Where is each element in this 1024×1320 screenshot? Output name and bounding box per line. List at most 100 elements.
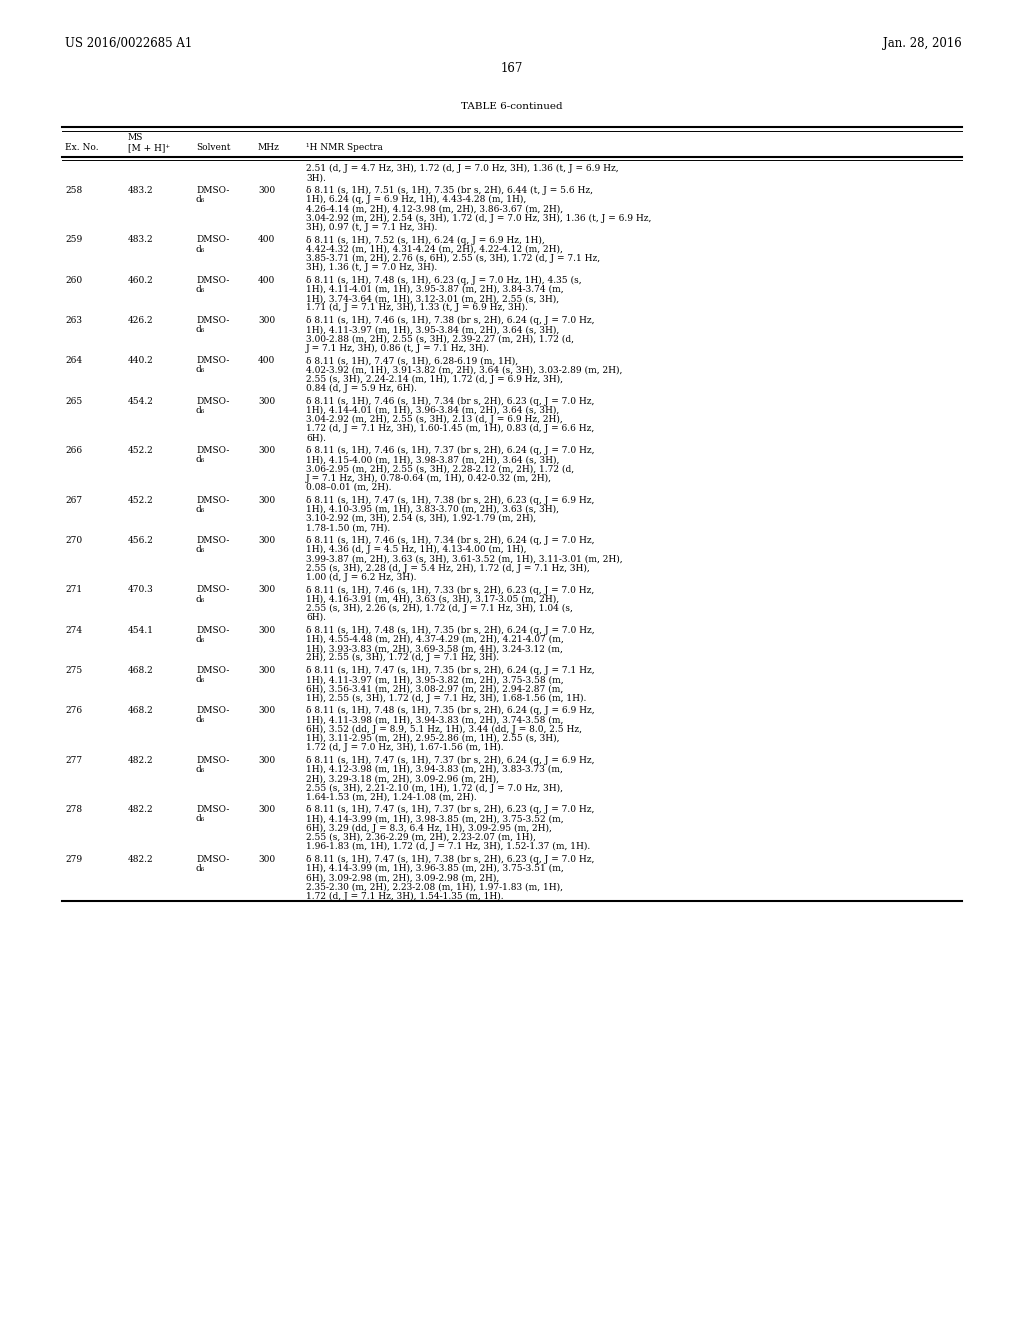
Text: 278: 278 [65,805,82,814]
Text: δ 8.11 (s, 1H), 7.46 (s, 1H), 7.34 (br s, 2H), 6.24 (q, J = 7.0 Hz,: δ 8.11 (s, 1H), 7.46 (s, 1H), 7.34 (br s… [306,536,595,545]
Text: δ 8.11 (s, 1H), 7.46 (s, 1H), 7.38 (br s, 2H), 6.24 (q, J = 7.0 Hz,: δ 8.11 (s, 1H), 7.46 (s, 1H), 7.38 (br s… [306,315,595,325]
Text: 1.72 (d, J = 7.1 Hz, 3H), 1.54-1.35 (m, 1H).: 1.72 (d, J = 7.1 Hz, 3H), 1.54-1.35 (m, … [306,891,504,900]
Text: 400: 400 [258,356,275,366]
Text: 260: 260 [65,276,82,285]
Text: 2.55 (s, 3H), 2.21-2.10 (m, 1H), 1.72 (d, J = 7.0 Hz, 3H),: 2.55 (s, 3H), 2.21-2.10 (m, 1H), 1.72 (d… [306,783,563,792]
Text: MHz: MHz [258,143,280,152]
Text: 3.10-2.92 (m, 3H), 2.54 (s, 3H), 1.92-1.79 (m, 2H),: 3.10-2.92 (m, 3H), 2.54 (s, 3H), 1.92-1.… [306,513,537,523]
Text: d₆: d₆ [196,635,205,644]
Text: J = 7.1 Hz, 3H), 0.86 (t, J = 7.1 Hz, 3H).: J = 7.1 Hz, 3H), 0.86 (t, J = 7.1 Hz, 3H… [306,343,490,352]
Text: DMSO-: DMSO- [196,356,229,366]
Text: MS: MS [128,133,143,143]
Text: 400: 400 [258,235,275,244]
Text: 482.2: 482.2 [128,805,154,814]
Text: Solvent: Solvent [196,143,230,152]
Text: 300: 300 [258,626,275,635]
Text: 167: 167 [501,62,523,75]
Text: d₆: d₆ [196,325,205,334]
Text: 470.3: 470.3 [128,585,154,594]
Text: [M + H]⁺: [M + H]⁺ [128,143,170,152]
Text: 300: 300 [258,706,275,715]
Text: DMSO-: DMSO- [196,235,229,244]
Text: 1H), 3.93-3.83 (m, 2H), 3.69-3.58 (m, 4H), 3.24-3.12 (m,: 1H), 3.93-3.83 (m, 2H), 3.69-3.58 (m, 4H… [306,644,563,653]
Text: 454.2: 454.2 [128,396,154,405]
Text: US 2016/0022685 A1: US 2016/0022685 A1 [65,37,193,50]
Text: δ 8.11 (s, 1H), 7.47 (s, 1H), 7.37 (br s, 2H), 6.23 (q, J = 7.0 Hz,: δ 8.11 (s, 1H), 7.47 (s, 1H), 7.37 (br s… [306,805,594,814]
Text: 0.08–0.01 (m, 2H).: 0.08–0.01 (m, 2H). [306,483,391,492]
Text: 300: 300 [258,495,275,504]
Text: DMSO-: DMSO- [196,536,229,545]
Text: δ 8.11 (s, 1H), 7.46 (s, 1H), 7.34 (br s, 2H), 6.23 (q, J = 7.0 Hz,: δ 8.11 (s, 1H), 7.46 (s, 1H), 7.34 (br s… [306,396,594,405]
Text: ¹H NMR Spectra: ¹H NMR Spectra [306,143,383,152]
Text: 2.55 (s, 3H), 2.28 (d, J = 5.4 Hz, 2H), 1.72 (d, J = 7.1 Hz, 3H),: 2.55 (s, 3H), 2.28 (d, J = 5.4 Hz, 2H), … [306,564,590,573]
Text: 468.2: 468.2 [128,706,154,715]
Text: DMSO-: DMSO- [196,396,229,405]
Text: 1.72 (d, J = 7.1 Hz, 3H), 1.60-1.45 (m, 1H), 0.83 (d, J = 6.6 Hz,: 1.72 (d, J = 7.1 Hz, 3H), 1.60-1.45 (m, … [306,424,594,433]
Text: d₆: d₆ [196,366,205,375]
Text: 259: 259 [65,235,82,244]
Text: 3H).: 3H). [306,173,326,182]
Text: 456.2: 456.2 [128,536,154,545]
Text: 274: 274 [65,626,82,635]
Text: 1H), 4.15-4.00 (m, 1H), 3.98-3.87 (m, 2H), 3.64 (s, 3H),: 1H), 4.15-4.00 (m, 1H), 3.98-3.87 (m, 2H… [306,455,559,465]
Text: 2H), 3.29-3.18 (m, 2H), 3.09-2.96 (m, 2H),: 2H), 3.29-3.18 (m, 2H), 3.09-2.96 (m, 2H… [306,775,499,783]
Text: 266: 266 [65,446,82,455]
Text: 482.2: 482.2 [128,855,154,863]
Text: 277: 277 [65,756,82,764]
Text: δ 8.11 (s, 1H), 7.48 (s, 1H), 6.23 (q, J = 7.0 Hz, 1H), 4.35 (s,: δ 8.11 (s, 1H), 7.48 (s, 1H), 6.23 (q, J… [306,276,582,285]
Text: DMSO-: DMSO- [196,315,229,325]
Text: 1H), 6.24 (q, J = 6.9 Hz, 1H), 4.43-4.28 (m, 1H),: 1H), 6.24 (q, J = 6.9 Hz, 1H), 4.43-4.28… [306,195,526,205]
Text: 265: 265 [65,396,82,405]
Text: 1H), 4.14-3.99 (m, 1H), 3.98-3.85 (m, 2H), 3.75-3.52 (m,: 1H), 4.14-3.99 (m, 1H), 3.98-3.85 (m, 2H… [306,814,563,824]
Text: 6H), 3.29 (dd, J = 8.3, 6.4 Hz, 1H), 3.09-2.95 (m, 2H),: 6H), 3.29 (dd, J = 8.3, 6.4 Hz, 1H), 3.0… [306,824,552,833]
Text: 483.2: 483.2 [128,186,154,195]
Text: 1H), 3.74-3.64 (m, 1H), 3.12-3.01 (m, 2H), 2.55 (s, 3H),: 1H), 3.74-3.64 (m, 1H), 3.12-3.01 (m, 2H… [306,294,559,304]
Text: 300: 300 [258,855,275,863]
Text: 300: 300 [258,186,275,195]
Text: 1H), 4.10-3.95 (m, 1H), 3.83-3.70 (m, 2H), 3.63 (s, 3H),: 1H), 4.10-3.95 (m, 1H), 3.83-3.70 (m, 2H… [306,504,559,513]
Text: δ 8.11 (s, 1H), 7.47 (s, 1H), 7.38 (br s, 2H), 6.23 (q, J = 6.9 Hz,: δ 8.11 (s, 1H), 7.47 (s, 1H), 7.38 (br s… [306,495,594,504]
Text: 3.04-2.92 (m, 2H), 2.54 (s, 3H), 1.72 (d, J = 7.0 Hz, 3H), 1.36 (t, J = 6.9 Hz,: 3.04-2.92 (m, 2H), 2.54 (s, 3H), 1.72 (d… [306,214,651,223]
Text: 271: 271 [65,585,82,594]
Text: 1H), 4.11-3.98 (m, 1H), 3.94-3.83 (m, 2H), 3.74-3.58 (m,: 1H), 4.11-3.98 (m, 1H), 3.94-3.83 (m, 2H… [306,715,563,725]
Text: Ex. No.: Ex. No. [65,143,98,152]
Text: 1H), 4.55-4.48 (m, 2H), 4.37-4.29 (m, 2H), 4.21-4.07 (m,: 1H), 4.55-4.48 (m, 2H), 4.37-4.29 (m, 2H… [306,635,564,644]
Text: 300: 300 [258,585,275,594]
Text: DMSO-: DMSO- [196,667,229,675]
Text: 426.2: 426.2 [128,315,154,325]
Text: 1H), 4.16-3.91 (m, 4H), 3.63 (s, 3H), 3.17-3.05 (m, 2H),: 1H), 4.16-3.91 (m, 4H), 3.63 (s, 3H), 3.… [306,594,559,603]
Text: 2.35-2.30 (m, 2H), 2.23-2.08 (m, 1H), 1.97-1.83 (m, 1H),: 2.35-2.30 (m, 2H), 2.23-2.08 (m, 1H), 1.… [306,882,563,891]
Text: 2.55 (s, 3H), 2.36-2.29 (m, 2H), 2.23-2.07 (m, 1H),: 2.55 (s, 3H), 2.36-2.29 (m, 2H), 2.23-2.… [306,833,536,842]
Text: 2.55 (s, 3H), 2.24-2.14 (m, 1H), 1.72 (d, J = 6.9 Hz, 3H),: 2.55 (s, 3H), 2.24-2.14 (m, 1H), 1.72 (d… [306,375,563,384]
Text: 3.99-3.87 (m, 2H), 3.63 (s, 3H), 3.61-3.52 (m, 1H), 3.11-3.01 (m, 2H),: 3.99-3.87 (m, 2H), 3.63 (s, 3H), 3.61-3.… [306,554,623,564]
Text: 454.1: 454.1 [128,626,154,635]
Text: 468.2: 468.2 [128,667,154,675]
Text: 6H).: 6H). [306,612,326,622]
Text: DMSO-: DMSO- [196,626,229,635]
Text: d₆: d₆ [196,715,205,725]
Text: 300: 300 [258,396,275,405]
Text: 300: 300 [258,805,275,814]
Text: 263: 263 [65,315,82,325]
Text: δ 8.11 (s, 1H), 7.46 (s, 1H), 7.37 (br s, 2H), 6.24 (q, J = 7.0 Hz,: δ 8.11 (s, 1H), 7.46 (s, 1H), 7.37 (br s… [306,446,595,455]
Text: DMSO-: DMSO- [196,186,229,195]
Text: 1H), 4.11-3.97 (m, 1H), 3.95-3.84 (m, 2H), 3.64 (s, 3H),: 1H), 4.11-3.97 (m, 1H), 3.95-3.84 (m, 2H… [306,325,559,334]
Text: 400: 400 [258,276,275,285]
Text: d₆: d₆ [196,766,205,774]
Text: δ 8.11 (s, 1H), 7.46 (s, 1H), 7.33 (br s, 2H), 6.23 (q, J = 7.0 Hz,: δ 8.11 (s, 1H), 7.46 (s, 1H), 7.33 (br s… [306,585,594,594]
Text: 483.2: 483.2 [128,235,154,244]
Text: 4.26-4.14 (m, 2H), 4.12-3.98 (m, 2H), 3.86-3.67 (m, 2H),: 4.26-4.14 (m, 2H), 4.12-3.98 (m, 2H), 3.… [306,205,563,214]
Text: 1H), 3.11-2.95 (m, 2H), 2.95-2.86 (m, 1H), 2.55 (s, 3H),: 1H), 3.11-2.95 (m, 2H), 2.95-2.86 (m, 1H… [306,734,559,743]
Text: δ 8.11 (s, 1H), 7.48 (s, 1H), 7.35 (br s, 2H), 6.24 (q, J = 7.0 Hz,: δ 8.11 (s, 1H), 7.48 (s, 1H), 7.35 (br s… [306,626,595,635]
Text: 2.51 (d, J = 4.7 Hz, 3H), 1.72 (d, J = 7.0 Hz, 3H), 1.36 (t, J = 6.9 Hz,: 2.51 (d, J = 4.7 Hz, 3H), 1.72 (d, J = 7… [306,164,618,173]
Text: 6H), 3.52 (dd, J = 8.9, 5.1 Hz, 1H), 3.44 (dd, J = 8.0, 2.5 Hz,: 6H), 3.52 (dd, J = 8.9, 5.1 Hz, 1H), 3.4… [306,725,582,734]
Text: 3H), 0.97 (t, J = 7.1 Hz, 3H).: 3H), 0.97 (t, J = 7.1 Hz, 3H). [306,223,437,232]
Text: d₆: d₆ [196,244,205,253]
Text: 267: 267 [65,495,82,504]
Text: 1H), 4.14-4.01 (m, 1H), 3.96-3.84 (m, 2H), 3.64 (s, 3H),: 1H), 4.14-4.01 (m, 1H), 3.96-3.84 (m, 2H… [306,405,559,414]
Text: d₆: d₆ [196,545,205,554]
Text: d₆: d₆ [196,504,205,513]
Text: 1H), 2.55 (s, 3H), 1.72 (d, J = 7.1 Hz, 3H), 1.68-1.56 (m, 1H).: 1H), 2.55 (s, 3H), 1.72 (d, J = 7.1 Hz, … [306,693,587,702]
Text: 300: 300 [258,756,275,764]
Text: 460.2: 460.2 [128,276,154,285]
